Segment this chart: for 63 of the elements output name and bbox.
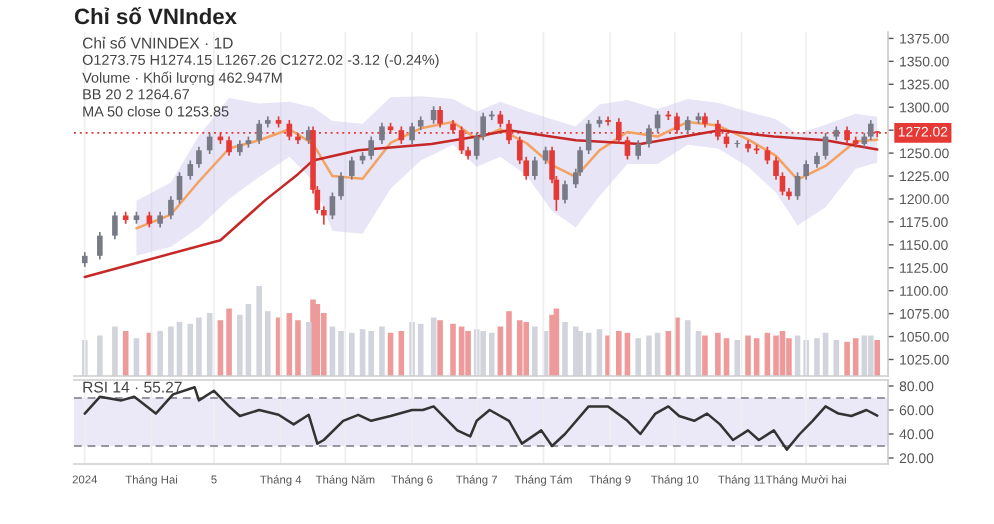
- bar: [616, 331, 622, 376]
- bar: [488, 332, 495, 376]
- bar: [577, 331, 583, 376]
- candlestick: [646, 123, 652, 149]
- chart-title: Chỉ số VNIndex: [74, 7, 237, 25]
- bar: [338, 331, 344, 376]
- candlestick: [168, 195, 174, 220]
- candlestick: [624, 135, 631, 161]
- candlestick: [368, 135, 374, 161]
- candlestick: [256, 119, 262, 145]
- bar: [450, 323, 456, 376]
- bar: [715, 332, 721, 376]
- bar: [684, 320, 691, 376]
- bar: [465, 331, 471, 376]
- bar: [506, 311, 512, 376]
- bar: [187, 323, 194, 376]
- candlestick: [532, 155, 538, 181]
- bar: [516, 320, 523, 376]
- bar: [157, 331, 163, 376]
- candlestick: [437, 105, 443, 129]
- candlestick: [635, 139, 641, 161]
- bar: [814, 338, 820, 376]
- candlestick: [605, 115, 611, 127]
- bar: [734, 340, 741, 376]
- bar: [523, 322, 530, 376]
- line-series: [83, 385, 879, 451]
- bar: [635, 338, 641, 376]
- bar: [532, 326, 538, 376]
- candlestick: [97, 231, 103, 261]
- candlestick: [338, 171, 344, 201]
- bar: [379, 326, 385, 376]
- bar: [786, 338, 792, 376]
- candlestick: [379, 121, 385, 145]
- candlestick: [187, 159, 194, 181]
- bar: [646, 335, 652, 376]
- bar: [844, 341, 850, 376]
- bar: [437, 320, 443, 376]
- candlestick: [803, 159, 809, 181]
- bar: [305, 322, 312, 376]
- candlestick: [176, 171, 183, 205]
- candlestick: [226, 135, 232, 157]
- bar: [702, 335, 708, 376]
- candlestick: [867, 119, 874, 142]
- candlestick: [409, 121, 415, 145]
- bar: [368, 331, 374, 376]
- line-series: [135, 120, 879, 230]
- candlestick: [196, 145, 202, 169]
- bar: [867, 335, 874, 376]
- bar: [348, 332, 355, 376]
- bar: [773, 335, 779, 376]
- bar: [226, 308, 232, 376]
- bar: [745, 335, 751, 376]
- candlestick: [734, 139, 741, 149]
- bar: [417, 323, 424, 376]
- candlestick: [348, 155, 355, 181]
- bar: [97, 335, 103, 376]
- candlestick: [112, 210, 118, 241]
- bar: [112, 326, 118, 376]
- candlestick: [562, 179, 568, 205]
- bar: [562, 322, 568, 376]
- bar: [168, 326, 174, 376]
- bar: [874, 340, 881, 376]
- bar: [295, 320, 301, 376]
